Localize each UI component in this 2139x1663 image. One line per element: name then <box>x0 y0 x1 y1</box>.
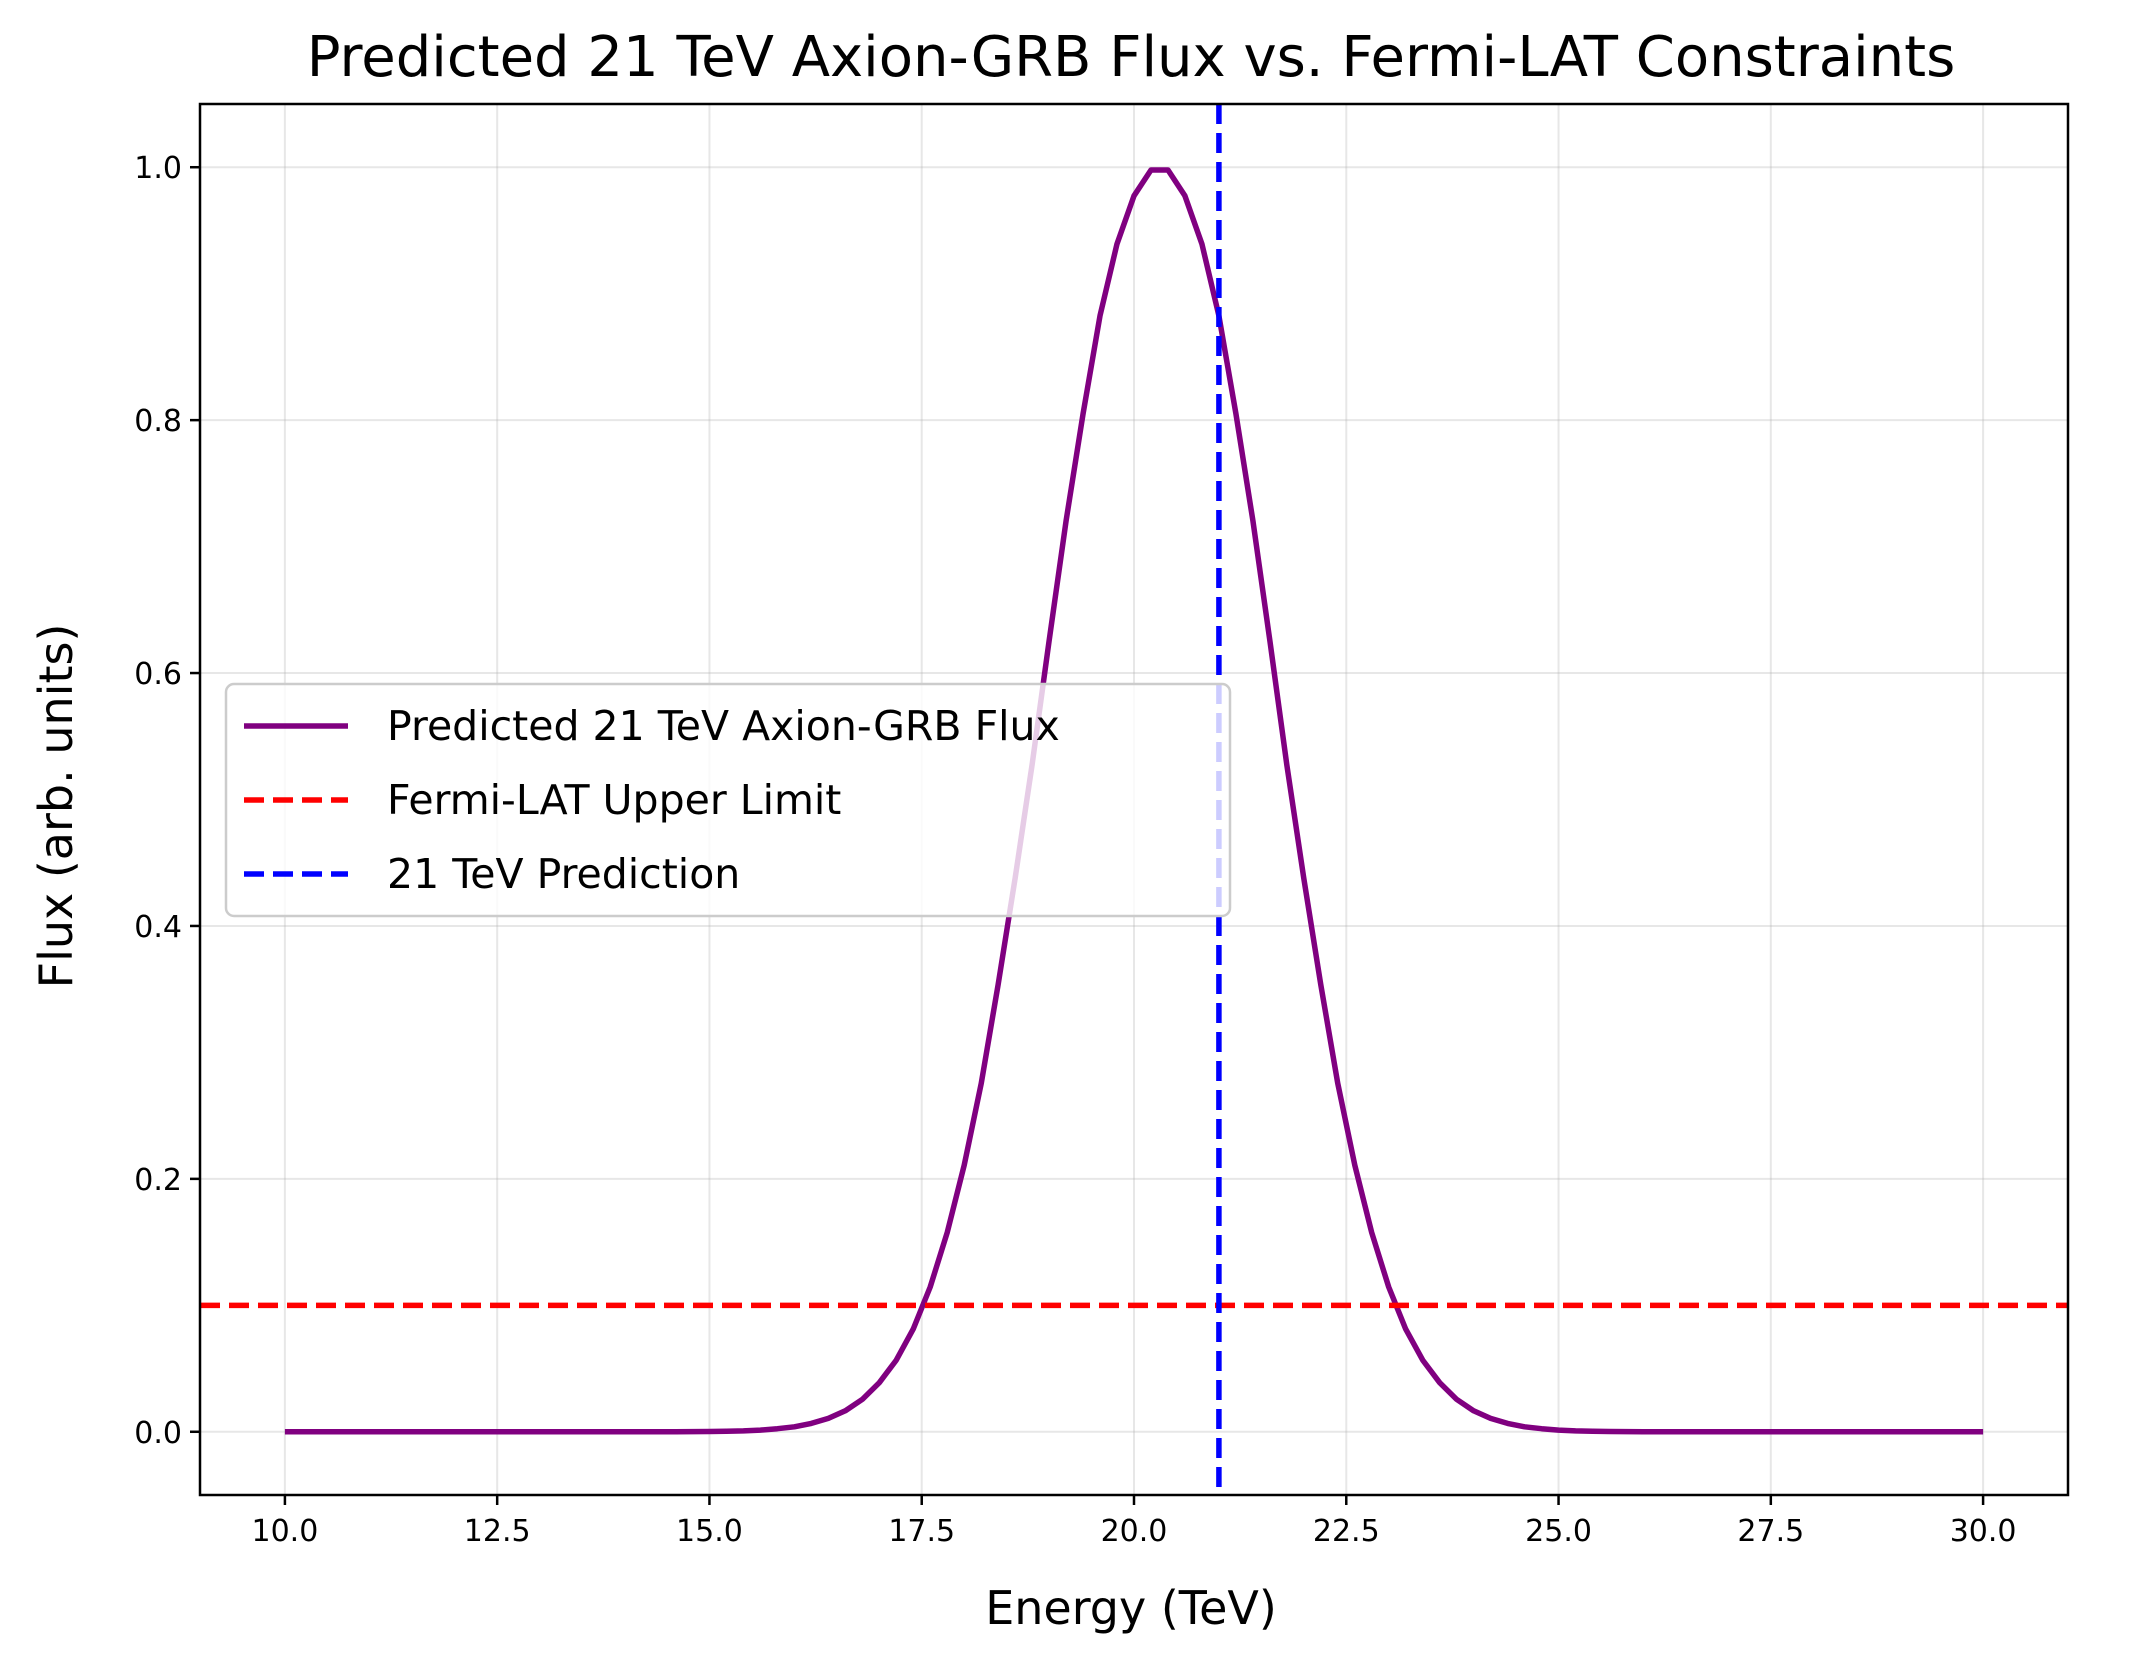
x-tick-label: 25.0 <box>1525 1514 1592 1549</box>
legend-item: 21 TeV Prediction <box>244 850 740 898</box>
axis-ticks: 10.0 12.5 15.0 17.5 20.0 22.5 25.0 27.5 30.0 0.0 0… <box>134 151 2016 1549</box>
series-layer <box>200 104 2068 1495</box>
y-tick-label: 0.8 <box>134 404 182 439</box>
y-tick-label: 1.0 <box>134 151 182 186</box>
y-tick-label: 0.6 <box>134 657 182 692</box>
x-tick-label: 12.5 <box>464 1514 531 1549</box>
legend-item: Predicted 21 TeV Axion-GRB Flux <box>244 702 1060 750</box>
chart-title: Predicted 21 TeV Axion-GRB Flux vs. Ferm… <box>307 25 1956 90</box>
y-tick-label: 0.4 <box>134 910 182 945</box>
legend-box <box>224 682 1232 918</box>
y-tick-label: 0.0 <box>134 1416 182 1451</box>
legend-item: Fermi-LAT Upper Limit <box>244 776 841 824</box>
legend-label: Fermi-LAT Upper Limit <box>387 776 841 824</box>
x-tick-label: 15.0 <box>676 1514 743 1549</box>
x-tick-label: 30.0 <box>1950 1514 2017 1549</box>
x-tick-label: 27.5 <box>1737 1514 1804 1549</box>
y-axis-label: Flux (arb. units) <box>29 624 83 989</box>
legend-label: 21 TeV Prediction <box>387 850 740 898</box>
x-axis-label: Energy (TeV) <box>985 1581 1277 1635</box>
x-tick-label: 20.0 <box>1101 1514 1168 1549</box>
y-tick-label: 0.2 <box>134 1163 182 1198</box>
x-tick-label: 17.5 <box>888 1514 955 1549</box>
x-tick-label: 10.0 <box>252 1514 319 1549</box>
x-tick-label: 22.5 <box>1313 1514 1380 1549</box>
legend: Predicted 21 TeV Axion-GRB Flux Fermi-LAT… <box>224 682 1232 918</box>
legend-label: Predicted 21 TeV Axion-GRB Flux <box>387 702 1060 750</box>
series-line-predicted-21-tev-axion-grb-flux <box>284 167 1984 1435</box>
legend-entries: Predicted 21 TeV Axion-GRB Flux Fermi-LAT… <box>244 702 1060 898</box>
plot-area: 10.0 12.5 15.0 17.5 20.0 22.5 25.0 27.5 30.0 0.0 0… <box>134 102 2070 1549</box>
